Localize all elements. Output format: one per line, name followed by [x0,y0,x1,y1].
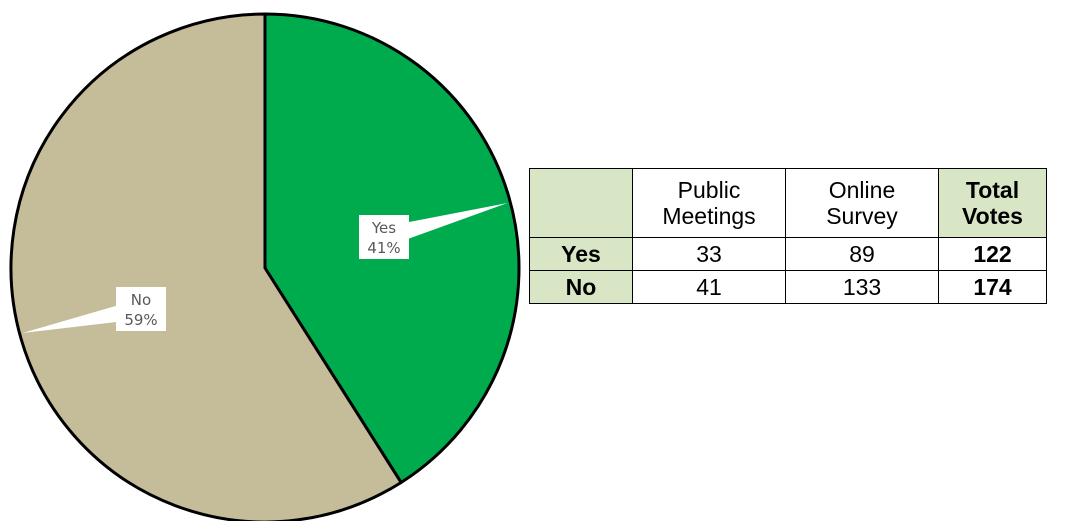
votes-table: Public Meetings Online Survey Total Vote… [529,168,1047,304]
table-corner-cell [529,168,633,238]
pie-chart: Yes 41% No 59% [9,12,521,521]
pie-slice-no [9,12,403,521]
header-total-line1: Total [965,177,1020,203]
slice-percent-yes: 41% [367,239,400,257]
cell-yes-total: 122 [938,237,1047,271]
callout-no: No 59% [22,287,166,333]
row-label-no: No [529,270,633,304]
header-public-meetings: Public Meetings [632,168,786,238]
table-header-row: Public Meetings Online Survey Total Vote… [529,168,1047,238]
header-public-line1: Public [677,177,741,203]
callout-pointer-no [22,299,143,333]
slice-percent-no: 59% [124,311,157,329]
table-row-no: No 41 133 174 [529,270,1047,304]
pie-callouts: Yes 41% No 59% [22,203,508,333]
header-total-line2: Votes [962,203,1023,229]
cell-yes-public: 33 [632,237,786,271]
pie-slices [9,12,521,521]
cell-yes-online: 89 [785,237,939,271]
callout-pointer-yes [381,203,508,247]
header-online-line1: Online [828,177,896,203]
header-online-survey: Online Survey [785,168,939,238]
row-label-yes: Yes [529,237,633,271]
callout-box-yes [359,215,409,259]
slice-label-yes: Yes [371,219,396,237]
header-total-votes: Total Votes [938,168,1047,238]
table-row-yes: Yes 33 89 122 [529,237,1047,271]
cell-no-total: 174 [938,270,1047,304]
cell-no-public: 41 [632,270,786,304]
callout-box-no [116,287,166,331]
slice-label-no: No [131,291,151,309]
header-public-line2: Meetings [662,203,756,229]
callout-yes: Yes 41% [359,203,508,259]
cell-no-online: 133 [785,270,939,304]
header-online-line2: Survey [826,203,898,229]
